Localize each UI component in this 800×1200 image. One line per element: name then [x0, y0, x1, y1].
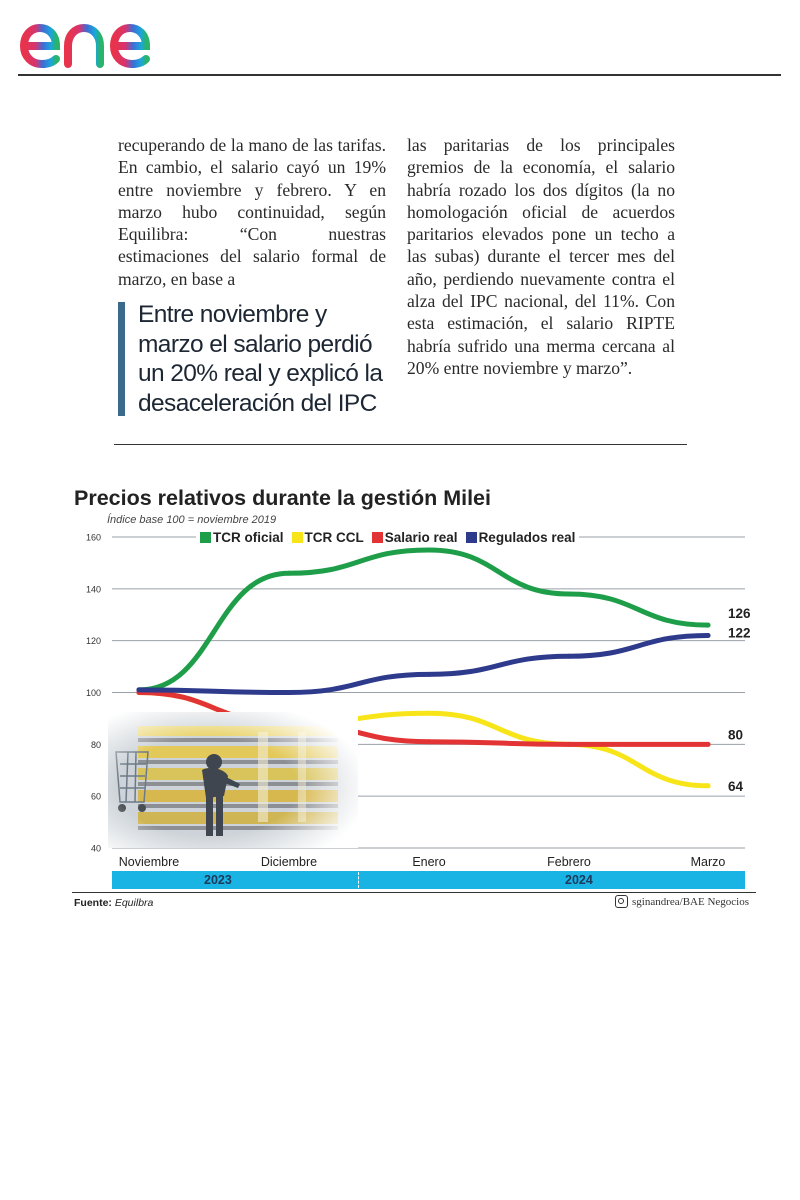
end-value-label: 122 [728, 625, 751, 640]
source-label: Fuente: [74, 897, 112, 909]
y-tick-label: 160 [86, 533, 101, 543]
legend-swatch [465, 531, 477, 543]
y-tick-label: 40 [91, 844, 101, 854]
pull-quote-bar [118, 302, 125, 416]
data-point-tcr-ccl [705, 783, 711, 789]
x-tick-label: Enero [412, 855, 445, 869]
year-label-2024: 2024 [565, 873, 593, 887]
data-point-tcr-ccl [426, 710, 432, 716]
data-point-salario-real [566, 741, 572, 747]
credit-text: sginandrea/BAE Negocios [632, 895, 749, 908]
data-point-tcr-oficial [705, 622, 711, 628]
y-tick-label: 80 [91, 740, 101, 750]
legend-label: Regulados real [478, 529, 576, 545]
data-point-tcr-oficial [566, 591, 572, 597]
chart-subtitle: Índice base 100 = noviembre 2019 [107, 514, 277, 526]
source-value: Equilbra [114, 897, 154, 909]
supermarket-photo [108, 712, 358, 848]
year-separator [358, 872, 359, 888]
data-point-regulados-real [426, 671, 432, 677]
year-band: 2023 2024 [112, 871, 745, 889]
year-label-2023: 2023 [204, 873, 232, 887]
data-point-regulados-real [566, 653, 572, 659]
data-point-regulados-real [286, 690, 292, 695]
article-text-left: recuperando de la mano de las tarifas. E… [118, 135, 386, 289]
x-tick-label: Febrero [547, 855, 591, 869]
data-point-salario-real [426, 739, 432, 745]
pull-quote-text: Entre noviembre y marzo el salario perdi… [138, 301, 383, 417]
y-tick-label: 60 [91, 792, 101, 802]
series-line-regulados-real [136, 632, 711, 695]
article-column-left: recuperando de la mano de las tarifas. E… [118, 134, 386, 290]
data-point-tcr-oficial [426, 547, 432, 553]
data-point-tcr-oficial [286, 570, 292, 576]
legend-label: Salario real [384, 529, 458, 545]
legend-swatch [291, 531, 303, 543]
series-line-tcr-oficial [136, 547, 711, 693]
x-tick-label: Diciembre [261, 855, 317, 869]
x-tick-label: Noviembre [119, 855, 179, 869]
chart-title: Precios relativos durante la gestión Mil… [74, 486, 491, 510]
data-point-regulados-real [705, 632, 711, 638]
y-tick-label: 120 [86, 636, 101, 646]
y-tick-label: 140 [86, 584, 101, 594]
chart-credit: sginandrea/BAE Negocios [615, 895, 749, 908]
article-column-right: las paritarias de los principales gremio… [407, 134, 675, 379]
legend-swatch [200, 531, 211, 543]
legend-item-tcr-oficial: TCR oficial [200, 530, 284, 545]
legend-swatch [371, 531, 383, 543]
end-value-label: 80 [728, 727, 743, 742]
legend-label: TCR CCL [304, 529, 364, 545]
instagram-icon [615, 895, 628, 908]
footer-rule [72, 892, 756, 893]
end-value-label: 126 [728, 606, 751, 621]
y-tick-label: 100 [86, 688, 101, 698]
legend-item-salario-real: Salario real [371, 529, 458, 545]
header-rule [18, 74, 781, 76]
enel-logo [19, 6, 186, 69]
data-point-regulados-real [136, 687, 142, 693]
chart-legend: TCR oficial TCR CCL Salario real Regulad… [196, 528, 580, 546]
end-value-label: 64 [728, 779, 744, 794]
article-divider [114, 444, 687, 445]
legend-label: TCR oficial [213, 529, 284, 545]
pull-quote: Entre noviembre y marzo el salario perdi… [118, 300, 388, 418]
chart-source: Fuente: Equilbra [74, 897, 153, 909]
x-tick-label: Marzo [691, 855, 726, 869]
data-point-salario-real [705, 741, 711, 747]
article-text-right: las paritarias de los principales gremio… [407, 135, 675, 378]
legend-item-tcr-ccl: TCR CCL [291, 529, 364, 545]
legend-item-regulados-real: Regulados real [465, 529, 576, 545]
